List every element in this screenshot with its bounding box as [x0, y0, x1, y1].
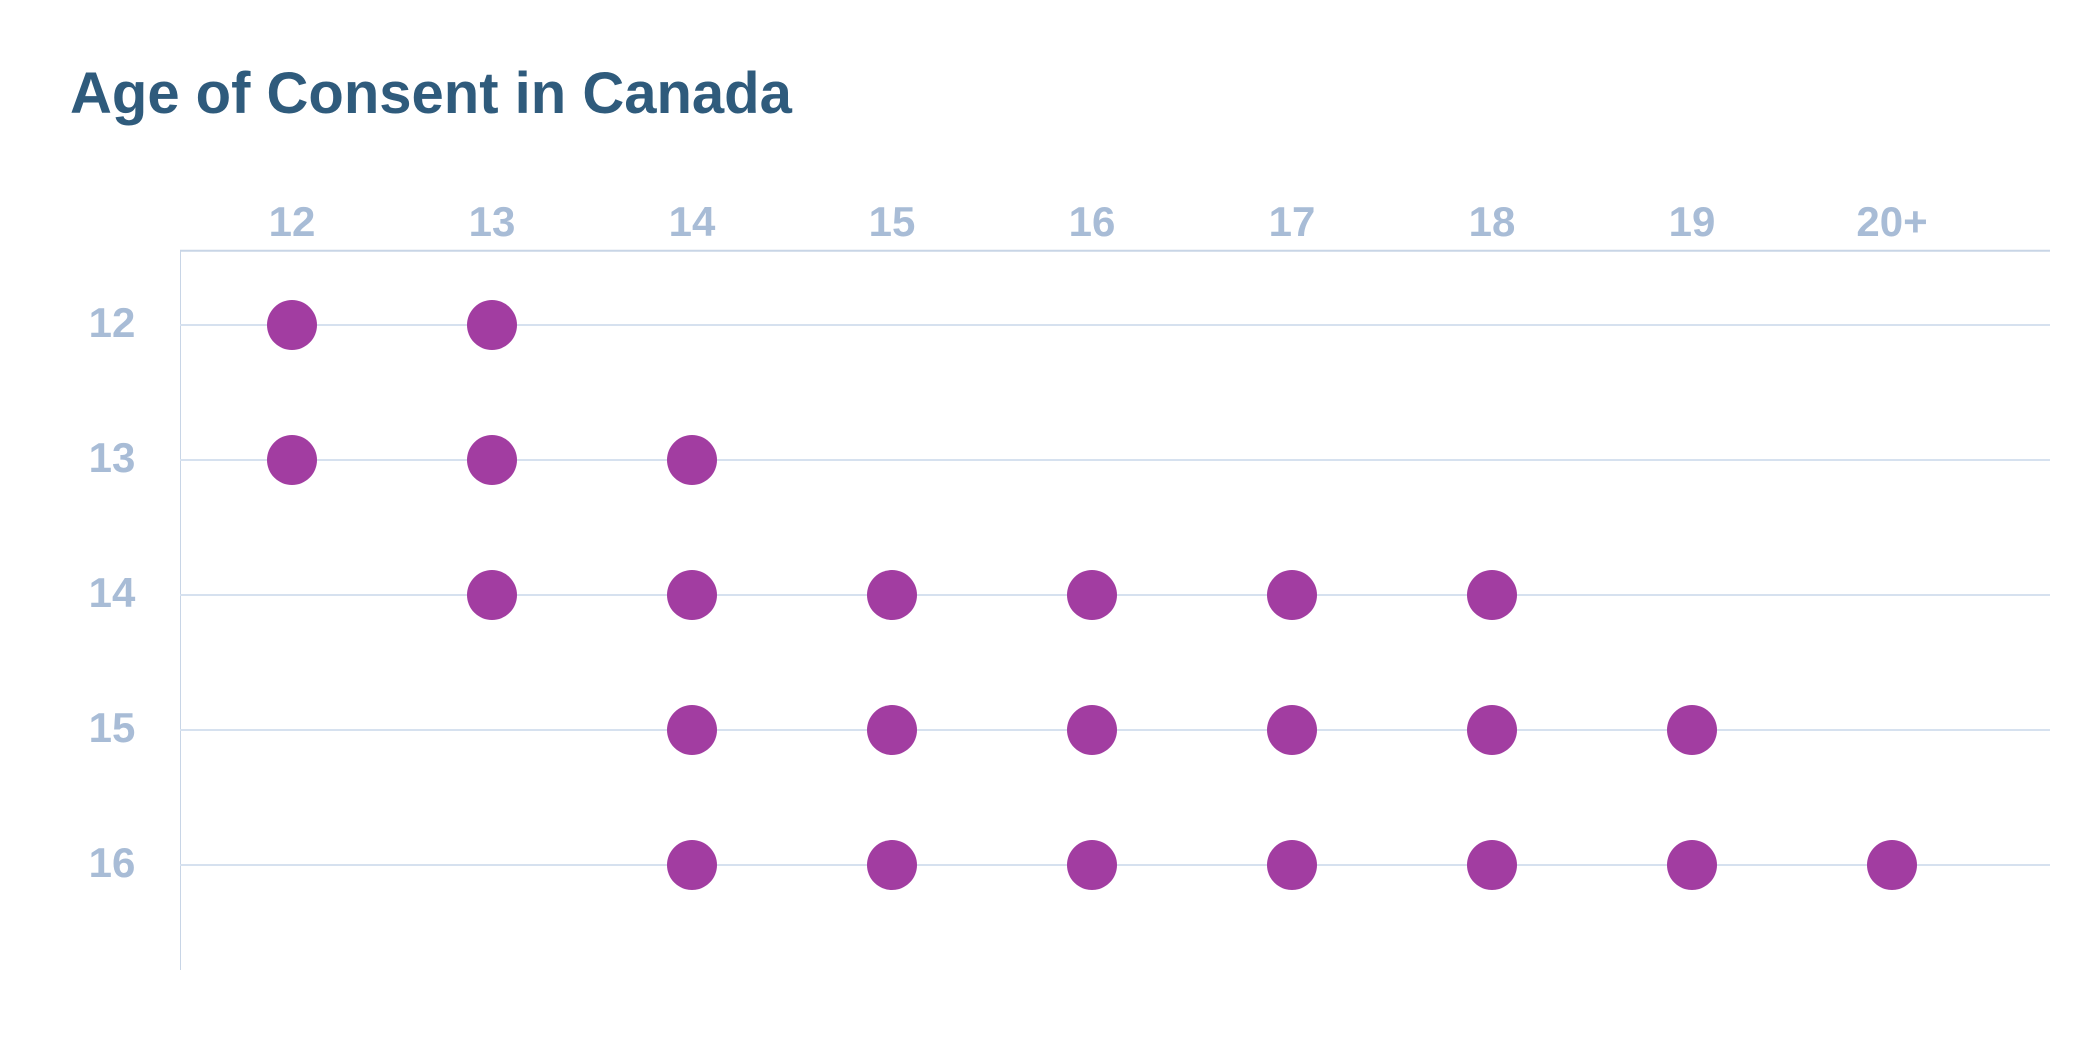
data-dot — [267, 300, 317, 350]
row-label: 15 — [72, 704, 152, 752]
chart-svg — [180, 210, 2050, 970]
data-dot — [467, 300, 517, 350]
data-dot — [1467, 570, 1517, 620]
chart-container: Age of Consent in Canada 121314151617181… — [0, 0, 2100, 1050]
column-label: 13 — [432, 198, 552, 246]
row-label: 13 — [72, 434, 152, 482]
column-label: 18 — [1432, 198, 1552, 246]
chart-title: Age of Consent in Canada — [70, 60, 792, 127]
column-label: 14 — [632, 198, 752, 246]
row-label: 12 — [72, 299, 152, 347]
data-dot — [667, 705, 717, 755]
data-dot — [467, 435, 517, 485]
data-dot — [1467, 705, 1517, 755]
data-dot — [1667, 840, 1717, 890]
data-dot — [1267, 840, 1317, 890]
data-dot — [1067, 840, 1117, 890]
column-label: 20+ — [1832, 198, 1952, 246]
data-dot — [1067, 570, 1117, 620]
column-label: 12 — [232, 198, 352, 246]
column-label: 15 — [832, 198, 952, 246]
data-dot — [1067, 705, 1117, 755]
data-dot — [467, 570, 517, 620]
data-dot — [867, 570, 917, 620]
data-dot — [667, 435, 717, 485]
data-dot — [867, 705, 917, 755]
data-dot — [1267, 570, 1317, 620]
data-dot — [1867, 840, 1917, 890]
data-dot — [1467, 840, 1517, 890]
column-label: 17 — [1232, 198, 1352, 246]
row-label: 14 — [72, 569, 152, 617]
row-label: 16 — [72, 839, 152, 887]
data-dot — [1667, 705, 1717, 755]
data-dot — [667, 570, 717, 620]
data-dot — [1267, 705, 1317, 755]
data-dot — [667, 840, 717, 890]
chart-area: 121314151617181920+1213141516 — [180, 210, 2050, 970]
data-dot — [267, 435, 317, 485]
column-label: 19 — [1632, 198, 1752, 246]
data-dot — [867, 840, 917, 890]
column-label: 16 — [1032, 198, 1152, 246]
